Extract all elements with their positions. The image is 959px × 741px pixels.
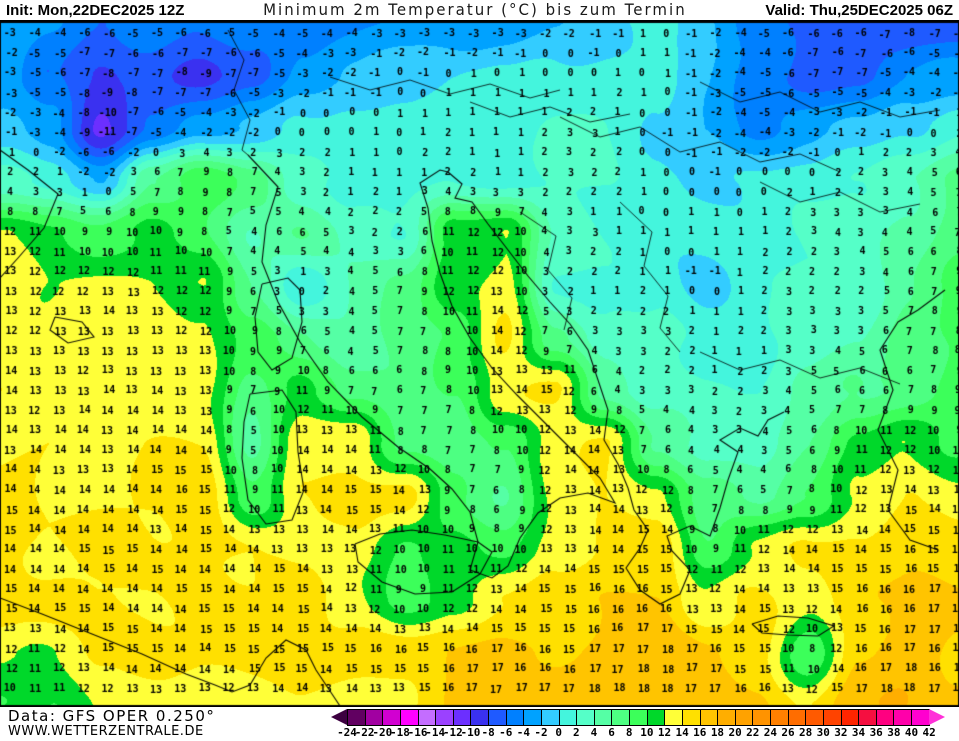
legend-tick-label: -2 (534, 726, 548, 739)
legend-color-cell (505, 710, 524, 725)
legend-color-cell (364, 710, 383, 725)
legend-color-cell (805, 710, 823, 725)
header-bar: Init: Mon,22DEC2025 12Z Minimum 2m Tempe… (0, 0, 959, 22)
legend-color-cell (540, 710, 559, 725)
legend-color-cell (347, 710, 365, 725)
footer-bar: Data: GFS OPER 0.250° WWW.WETTERZENTRALE… (0, 706, 959, 741)
legend-color-cell (452, 710, 471, 725)
legend-tick-label: 38 (887, 726, 901, 739)
legend-color-cell (576, 710, 594, 725)
legend-tick-label: 34 (851, 726, 866, 739)
init-label: Init: Mon,22DEC2025 12Z (6, 1, 185, 19)
legend-tick-label: 42 (922, 726, 936, 739)
website-label: WWW.WETTERZENTRALE.DE (8, 724, 204, 739)
legend-color-cell (523, 710, 541, 725)
legend-color-cell (699, 710, 718, 725)
legend-tick-label: -20 (372, 726, 393, 739)
legend-tick-label: -22 (354, 726, 375, 739)
legend-color-cell (399, 710, 418, 725)
legend-color-cell (911, 710, 929, 725)
legend-tick-label: 24 (763, 726, 777, 739)
map-title: Minimum 2m Temperatur (°C) bis zum Termi… (263, 0, 687, 20)
legend-color-cell (681, 710, 700, 725)
legend-tick-label: 10 (640, 726, 654, 739)
legend-color-cell (875, 710, 894, 725)
legend-color-cell (893, 710, 911, 725)
legend-tick-label: 20 (728, 726, 742, 739)
legend-color-cell (629, 710, 647, 725)
legend-tick-label: -12 (442, 726, 463, 739)
temperature-legend: -24 -22 -20 -18 -16 -14 -12 -10 -8 -6 -4 -2 0 2 4 6 8 10 1… (331, 709, 947, 740)
legend-tick-label: -8 (481, 726, 495, 739)
legend-tick-label: 28 (799, 726, 813, 739)
legend-color-cell (382, 710, 400, 725)
legend-tick-label: -4 (516, 726, 531, 739)
legend-color-cell (787, 710, 806, 725)
map-area (0, 22, 959, 706)
legend-color-cell (470, 710, 488, 725)
legend-tick-label: 0 (555, 726, 562, 739)
legend-color-cell (822, 710, 841, 725)
legend-color-bar (347, 709, 930, 726)
legend-tick-label: 8 (625, 726, 633, 739)
legend-tick-label: 26 (781, 726, 795, 739)
legend-left-arrow-icon (331, 709, 347, 725)
legend-color-cell (646, 710, 665, 725)
legend-tick-label: -18 (389, 726, 410, 739)
legend-color-cell (488, 710, 506, 725)
legend-tick-label: -24 (337, 726, 357, 739)
legend-tick-label: 36 (869, 726, 883, 739)
legend-tick-label: 32 (834, 726, 848, 739)
legend-color-cell (417, 710, 436, 725)
legend-tick-label: -10 (460, 726, 481, 739)
legend-tick-label: 14 (675, 726, 689, 739)
legend-tick-label: 22 (746, 726, 760, 739)
legend-tick-label: 2 (573, 726, 580, 739)
legend-tick-label: 30 (816, 726, 830, 739)
legend-color-cell (752, 710, 770, 725)
temperature-map-canvas (0, 22, 959, 706)
legend-tick-label: -6 (499, 726, 513, 739)
legend-tick-label: 16 (693, 726, 707, 739)
valid-label: Valid: Thu,25DEC2025 06Z (765, 1, 953, 19)
legend-color-cell (770, 710, 788, 725)
legend-color-cell (611, 710, 629, 725)
legend-tick-label: 12 (657, 726, 672, 739)
legend-tick-label: 40 (904, 726, 919, 739)
legend-color-cell (734, 710, 753, 725)
legend-color-cell (435, 710, 453, 725)
legend-tick-label: 4 (590, 726, 598, 739)
legend-tick-label: 6 (608, 726, 615, 739)
legend-color-cell (858, 710, 876, 725)
legend-tick-label: -14 (425, 726, 446, 739)
legend-color-cell (717, 710, 735, 725)
legend-color-cell (664, 710, 682, 725)
legend-right-arrow-icon (929, 709, 945, 725)
legend-color-cell (558, 710, 577, 725)
data-source-label: Data: GFS OPER 0.250° (8, 707, 216, 725)
legend-tick-label: 18 (710, 726, 725, 739)
legend-color-cell (840, 710, 859, 725)
legend-color-cell (593, 710, 612, 725)
legend-tick-labels: -24 -22 -20 -18 -16 -14 -12 -10 -8 -6 -4 -2 0 2 4 6 8 10 1… (337, 726, 936, 739)
legend-tick-label: -16 (407, 726, 428, 739)
